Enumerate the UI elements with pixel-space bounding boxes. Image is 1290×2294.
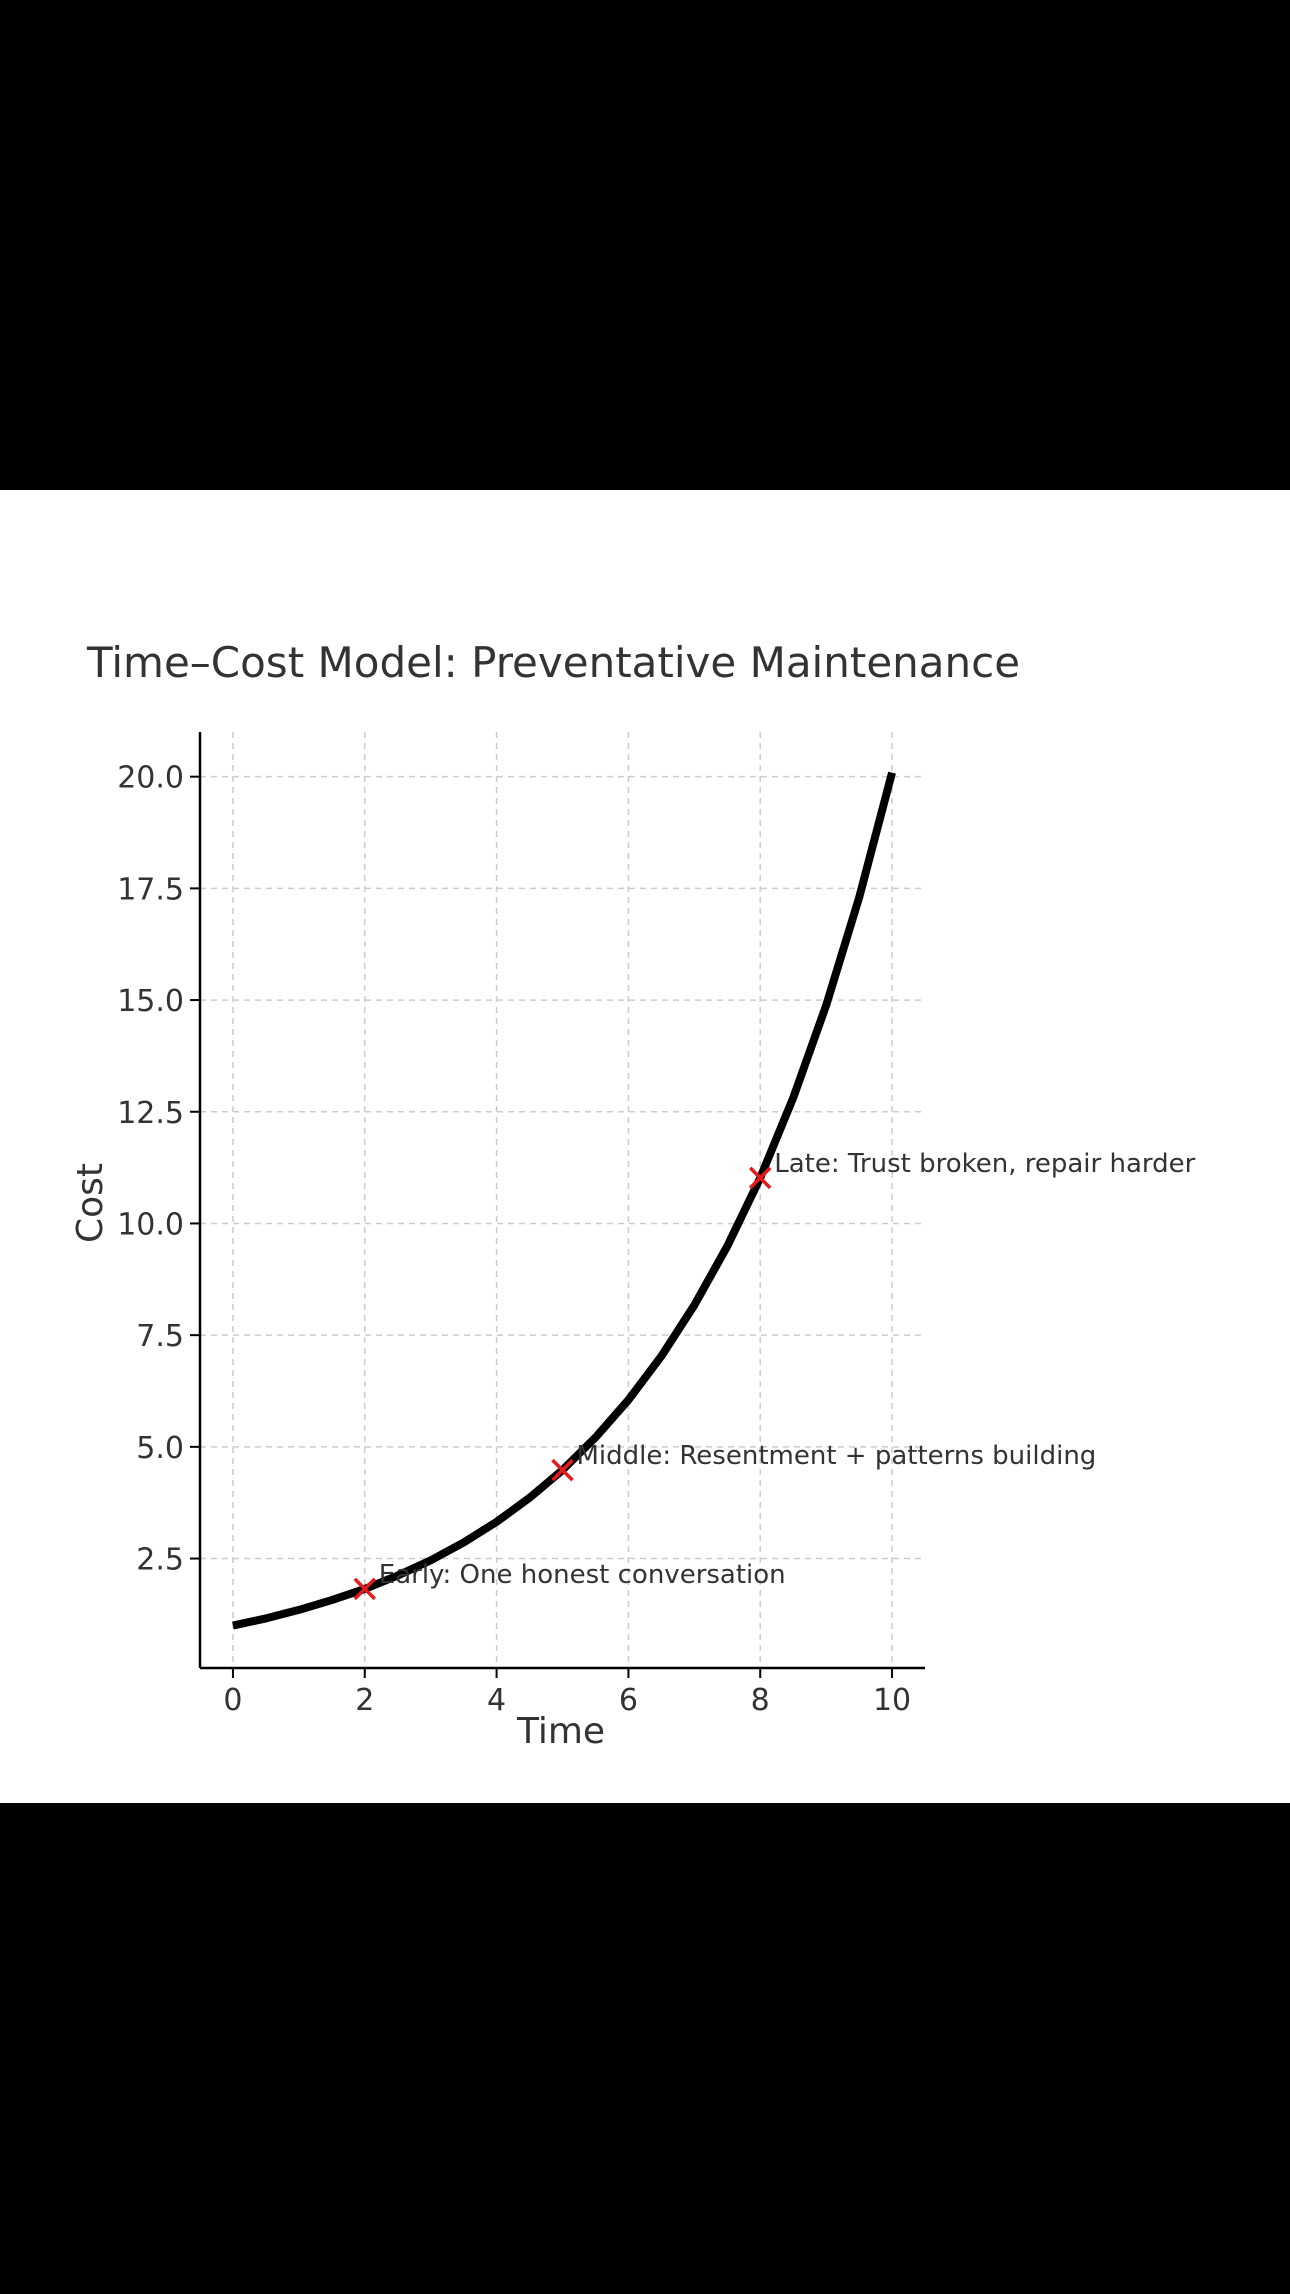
x-tick-label: 4 — [487, 1683, 506, 1718]
y-tick-label: 12.5 — [117, 1096, 184, 1131]
grid-layer — [200, 732, 925, 1668]
annotation-label: Middle: Resentment + patterns building — [577, 1441, 1097, 1471]
annotation-label: Late: Trust broken, repair harder — [774, 1149, 1195, 1179]
data-marker — [748, 1166, 772, 1190]
x-tick-label: 8 — [751, 1683, 770, 1718]
x-axis-label: Time — [516, 1711, 605, 1752]
x-tick-label: 2 — [355, 1683, 374, 1718]
y-tick-label: 5.0 — [136, 1431, 184, 1466]
marker-stroke — [551, 1458, 574, 1482]
marker-layer — [353, 1166, 772, 1601]
x-tick-label: 10 — [873, 1683, 911, 1718]
chart-figure: 0 2 4 6 8 10 2.5 5.0 7.5 10.0 12.5 15.0 17.5 20.0 Tim… — [0, 490, 1290, 1803]
data-marker — [551, 1458, 574, 1482]
y-tick-label: 17.5 — [117, 872, 184, 907]
y-axis-label: Cost — [70, 1163, 111, 1243]
marker-stroke — [748, 1166, 772, 1190]
axes-layer: 0 2 4 6 8 10 2.5 5.0 7.5 10.0 12.5 15.0 17.5 20.0 — [117, 732, 925, 1718]
y-tick-label: 2.5 — [136, 1543, 184, 1578]
y-tick-label: 15.0 — [117, 984, 184, 1019]
y-tick-label: 20.0 — [117, 761, 184, 796]
marker-stroke — [353, 1577, 377, 1601]
y-tick-label: 10.0 — [117, 1207, 184, 1242]
y-tick-label: 7.5 — [136, 1319, 184, 1354]
chart: 0 2 4 6 8 10 2.5 5.0 7.5 10.0 12.5 15.0 17.5 20.0 Tim… — [70, 638, 1196, 1752]
label-layer: Time–Cost Model: Preventative Maintenanc… — [70, 638, 1196, 1752]
series-layer — [232, 771, 896, 1630]
annotation-label: Early: One honest conversation — [379, 1560, 786, 1590]
series-line — [232, 771, 896, 1630]
x-tick-label: 6 — [619, 1683, 638, 1718]
data-marker — [353, 1577, 377, 1601]
x-tick-label: 0 — [223, 1683, 242, 1718]
chart-title: Time–Cost Model: Preventative Maintenanc… — [86, 638, 1020, 687]
